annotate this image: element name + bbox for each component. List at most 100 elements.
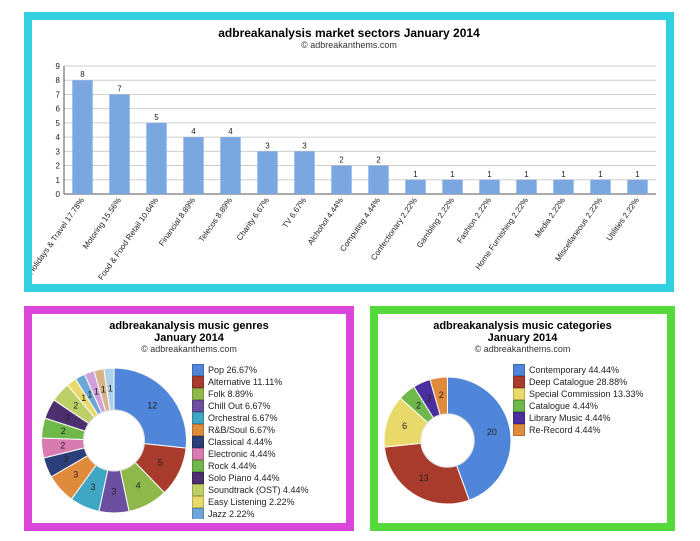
legend-item: Folk 8.89% xyxy=(192,388,342,400)
donut-categories-title: adbreakanalysis music categories xyxy=(378,320,667,332)
bar xyxy=(220,137,240,194)
svg-text:1: 1 xyxy=(487,170,492,179)
svg-text:1: 1 xyxy=(56,176,61,185)
legend-swatch xyxy=(192,496,204,508)
legend-swatch xyxy=(192,436,204,448)
legend-label: Jazz 2.22% xyxy=(208,508,255,519)
legend-label: Solo Piano 4.44% xyxy=(208,472,280,484)
legend-item: Soundtrack (OST) 4.44% xyxy=(192,484,342,496)
legend-swatch xyxy=(513,376,525,388)
svg-text:1: 1 xyxy=(108,384,113,394)
svg-text:3: 3 xyxy=(56,147,61,156)
legend-swatch xyxy=(513,424,525,436)
bar-category-label: Alchohol 4.44% xyxy=(306,196,345,247)
svg-text:6: 6 xyxy=(402,421,407,431)
svg-text:3: 3 xyxy=(265,141,270,150)
svg-text:2: 2 xyxy=(60,440,65,450)
legend-swatch xyxy=(192,400,204,412)
legend-label: Rock 4.44% xyxy=(208,460,257,472)
svg-text:6: 6 xyxy=(56,105,61,114)
donut-categories-title2: January 2014 xyxy=(378,332,667,344)
svg-text:8: 8 xyxy=(80,70,85,79)
bar-category-label: Utilities 2.22% xyxy=(605,196,641,243)
svg-text:2: 2 xyxy=(56,162,61,171)
svg-text:7: 7 xyxy=(56,90,61,99)
svg-text:5: 5 xyxy=(154,113,159,122)
donut-genres-legend: Pop 26.67%Alternative 11.11%Folk 8.89%Ch… xyxy=(192,362,346,519)
legend-label: R&B/Soul 6.67% xyxy=(208,424,275,436)
legend-item: Catalogue 4.44% xyxy=(513,400,663,412)
legend-label: Deep Catalogue 28.88% xyxy=(529,376,627,388)
legend-item: Pop 26.67% xyxy=(192,364,342,376)
legend-swatch xyxy=(192,364,204,376)
legend-item: Alternative 11.11% xyxy=(192,376,342,388)
svg-text:13: 13 xyxy=(419,473,429,483)
svg-text:20: 20 xyxy=(487,427,497,437)
svg-text:2: 2 xyxy=(339,156,344,165)
bar xyxy=(109,94,129,194)
bar xyxy=(183,137,203,194)
market-sectors-panel: adbreakanalysis market sectors January 2… xyxy=(24,12,674,292)
legend-label: Catalogue 4.44% xyxy=(529,400,598,412)
svg-text:2: 2 xyxy=(427,394,432,404)
legend-label: Easy Listening 2.22% xyxy=(208,496,295,508)
svg-text:9: 9 xyxy=(56,62,61,71)
legend-label: Folk 8.89% xyxy=(208,388,253,400)
legend-swatch xyxy=(513,412,525,424)
bar xyxy=(405,180,425,194)
donut-categories-subtitle: © adbreakanthems.com xyxy=(378,344,667,354)
svg-text:8: 8 xyxy=(56,76,61,85)
bar-category-label: TV 6.67% xyxy=(281,196,309,230)
legend-swatch xyxy=(192,424,204,436)
bar-category-label: Gambling 2.22% xyxy=(415,196,456,250)
legend-swatch xyxy=(513,364,525,376)
legend-label: Electronic 4.44% xyxy=(208,448,276,460)
bar-category-label: Telecos 8.89% xyxy=(197,196,234,244)
svg-text:5: 5 xyxy=(56,119,61,128)
svg-text:0: 0 xyxy=(56,190,61,199)
bar-category-label: Charity 6.67% xyxy=(235,196,271,242)
svg-text:2: 2 xyxy=(73,400,78,410)
donut-genres-subtitle: © adbreakanthems.com xyxy=(32,344,346,354)
legend-item: Library Music 4.44% xyxy=(513,412,663,424)
bar xyxy=(553,180,573,194)
legend-swatch xyxy=(192,472,204,484)
legend-label: Re-Record 4.44% xyxy=(529,424,601,436)
bar-category-label: Motoring 15.56% xyxy=(81,196,123,251)
bar-chart: 0 1 2 3 4 5 6 7 8 9 8 Holidays & Travel 17.78% 7 Moto… xyxy=(32,54,666,284)
bar xyxy=(72,80,92,194)
bar-category-label: Fashion 2.22% xyxy=(455,196,493,245)
svg-text:4: 4 xyxy=(136,480,141,490)
legend-item: Re-Record 4.44% xyxy=(513,424,663,436)
legend-item: Jazz 2.22% xyxy=(192,508,342,519)
legend-label: Soundtrack (OST) 4.44% xyxy=(208,484,309,496)
legend-item: Classical 4.44% xyxy=(192,436,342,448)
bar-category-label: Holidays & Travel 17.78% xyxy=(32,196,86,276)
legend-item: Special Commission 13.33% xyxy=(513,388,663,400)
music-categories-panel: adbreakanalysis music categories January… xyxy=(370,306,675,531)
legend-label: Special Commission 13.33% xyxy=(529,388,644,400)
bar xyxy=(479,180,499,194)
legend-label: Orchestral 6.67% xyxy=(208,412,278,424)
bar xyxy=(294,151,314,194)
svg-text:2: 2 xyxy=(376,156,381,165)
legend-label: Classical 4.44% xyxy=(208,436,272,448)
bar xyxy=(627,180,647,194)
legend-swatch xyxy=(192,376,204,388)
bar xyxy=(257,151,277,194)
legend-item: Electronic 4.44% xyxy=(192,448,342,460)
svg-text:2: 2 xyxy=(416,400,421,410)
bar-category-label: Media 2.22% xyxy=(533,196,567,239)
svg-text:3: 3 xyxy=(73,469,78,479)
svg-text:5: 5 xyxy=(158,457,163,467)
legend-item: R&B/Soul 6.67% xyxy=(192,424,342,436)
donut-genres-chart: 12543332222211111 xyxy=(32,362,192,519)
svg-text:4: 4 xyxy=(191,127,196,136)
svg-text:7: 7 xyxy=(117,84,122,93)
svg-text:1: 1 xyxy=(94,387,99,397)
svg-text:2: 2 xyxy=(65,412,70,422)
donut-categories-legend: Contemporary 44.44%Deep Catalogue 28.88%… xyxy=(513,362,667,519)
svg-text:2: 2 xyxy=(61,426,66,436)
svg-text:1: 1 xyxy=(413,170,418,179)
legend-swatch xyxy=(513,388,525,400)
